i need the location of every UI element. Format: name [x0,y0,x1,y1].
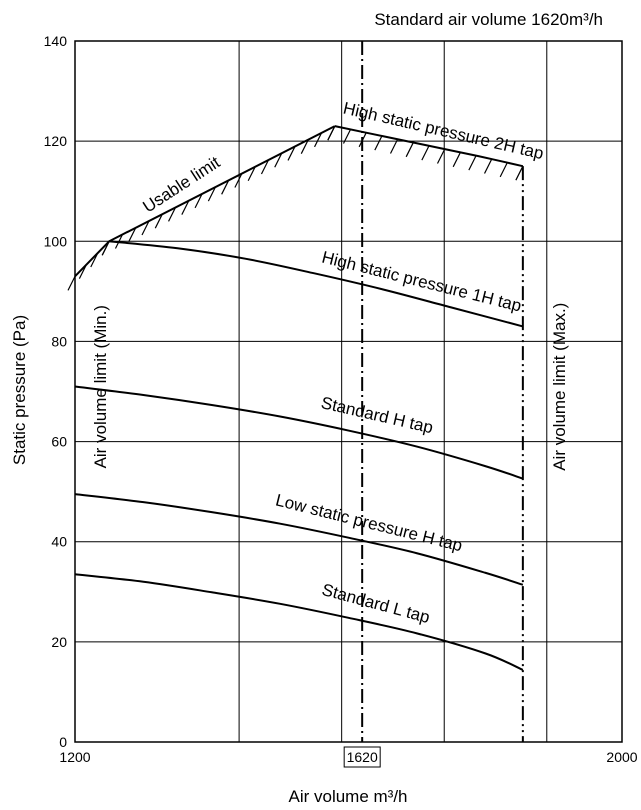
curve-standard-h [74,385,524,480]
hatch-mark [128,227,137,243]
hatch-mark [452,152,461,168]
label-standard-l: Standard L tap [320,580,432,627]
y-tick-label: 80 [51,333,67,349]
y-axis-title: Static pressure (Pa) [10,315,29,465]
hatch-mark [374,135,383,151]
label-standard-h: Standard H tap [319,393,435,437]
label-usable-limit: Usable limit [139,153,223,217]
y-tick-label: 20 [51,634,67,650]
y-tick-label: 0 [59,734,67,750]
hatch-mark [436,149,446,164]
curve-low-static-h [74,493,524,586]
hatch-mark [342,129,352,144]
label-high-static-2h: High static pressure 2H tap [341,98,545,163]
min-limit-label: Air volume limit (Min.) [91,305,110,468]
hatch-mark [168,207,177,222]
x-tick-highlight-box [343,746,381,768]
hatch-mark [141,220,150,236]
hatch-mark [207,186,216,202]
x-tick-label-min: 1200 [59,749,90,765]
x-tick-labels: 1200 1620 2000 [59,746,638,768]
y-tick-label: 60 [51,434,67,450]
y-tick-label: 140 [44,33,68,49]
hatch-mark [194,193,203,209]
hatch-mark [247,166,256,182]
hatch-mark [221,180,230,195]
hatch-mark [421,145,430,161]
hatch-mark [468,155,477,171]
hatch-mark [154,213,163,229]
y-tick-labels: 0 20 40 60 80 100 120 140 [44,33,68,750]
curve-usable-limit [74,125,336,278]
hatch-mark [314,132,323,148]
x-tick-label-standard: 1620 [347,749,378,765]
hatch-mark [358,132,367,148]
y-tick-label: 40 [51,534,67,550]
hatch-mark [499,162,508,178]
x-tick-label-max: 2000 [606,749,637,765]
hatch-mark [260,159,269,175]
curve-high-static-2h [334,125,524,168]
y-tick-label: 100 [44,233,68,249]
hatch-mark [287,146,296,161]
x-gridlines [74,41,623,742]
hatch-mark [274,152,283,168]
x-axis-title: Air volume m³/h [288,787,407,806]
hatch-mark [181,200,190,215]
y-tick-label: 120 [44,133,68,149]
max-limit-label: Air volume limit (Max.) [550,303,569,471]
curve-high-static-1h [109,240,524,328]
hatch-mark [300,139,309,154]
hatch-mark [67,276,76,291]
hatch-mark [405,142,414,158]
y-gridlines [75,40,622,743]
hatch-mark [234,173,243,188]
hatch-mark [389,139,399,154]
label-low-static-h: Low static pressure H tap [274,490,465,555]
hatch-mark [483,159,493,174]
hatch-mark [515,165,524,181]
hatch-mark [327,125,336,141]
curve-standard-l [74,573,524,671]
chart-title: Standard air volume 1620m³/h [374,10,603,29]
